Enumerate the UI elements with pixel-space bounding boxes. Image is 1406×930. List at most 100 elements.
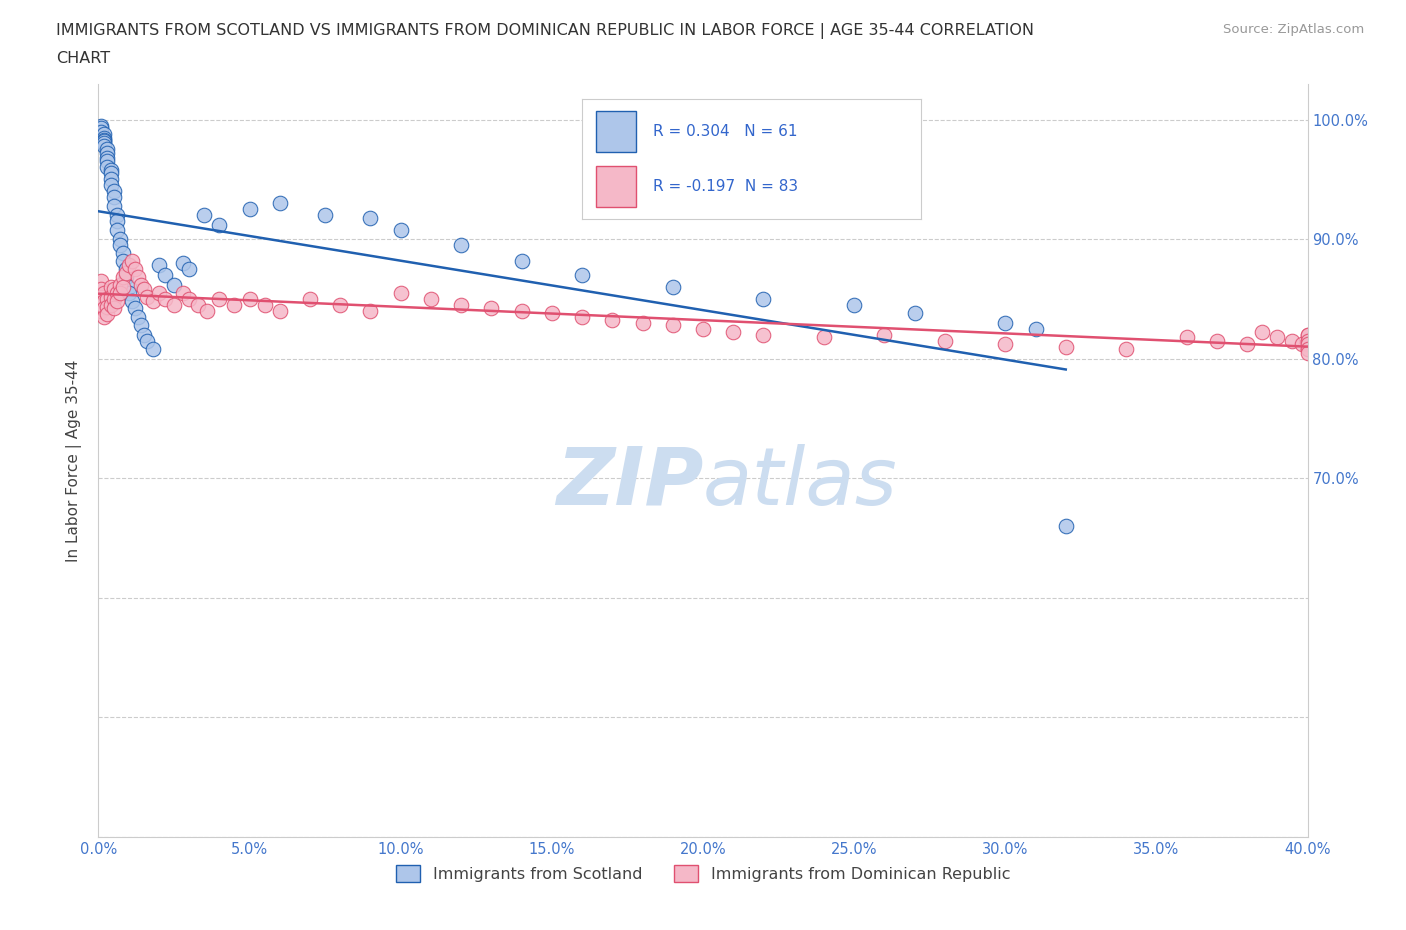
Point	[105, 207, 128, 222]
Point	[96, 291, 118, 306]
Point	[314, 207, 336, 222]
Point	[813, 330, 835, 345]
Point	[142, 341, 165, 356]
Point	[93, 139, 115, 153]
Point	[994, 337, 1017, 352]
Text: Source: ZipAtlas.com: Source: ZipAtlas.com	[1223, 23, 1364, 36]
Point	[96, 154, 118, 169]
Point	[269, 303, 291, 318]
Point	[108, 277, 131, 292]
Point	[844, 298, 866, 312]
Point	[994, 315, 1017, 330]
Point	[1281, 333, 1303, 348]
Point	[100, 289, 122, 304]
Point	[253, 298, 276, 312]
Point	[114, 270, 136, 285]
Point	[540, 306, 562, 321]
Point	[1296, 337, 1319, 352]
Point	[124, 301, 146, 316]
Point	[90, 124, 112, 139]
Point	[96, 151, 118, 166]
Point	[934, 333, 956, 348]
Point	[299, 291, 322, 306]
Point	[105, 286, 128, 300]
Point	[163, 277, 186, 292]
Point	[90, 289, 112, 304]
Point	[360, 303, 382, 318]
Point	[510, 303, 533, 318]
Point	[602, 313, 624, 328]
Point	[510, 253, 533, 268]
Point	[1296, 333, 1319, 348]
Point	[904, 306, 927, 321]
Point	[108, 232, 131, 246]
Point	[127, 270, 149, 285]
Point	[129, 318, 152, 333]
Point	[90, 121, 112, 136]
Point	[187, 298, 209, 312]
Point	[118, 280, 141, 295]
Point	[93, 126, 115, 141]
Point	[90, 282, 112, 297]
Point	[172, 286, 194, 300]
Point	[571, 310, 593, 325]
Point	[96, 142, 118, 157]
Point	[631, 315, 654, 330]
Point	[103, 190, 125, 205]
Point	[153, 268, 176, 283]
Point	[208, 291, 231, 306]
Point	[93, 294, 115, 309]
Point	[105, 222, 128, 237]
Point	[389, 286, 412, 300]
Point	[1115, 341, 1137, 356]
Point	[132, 327, 155, 342]
Point	[100, 166, 122, 180]
Point	[1296, 327, 1319, 342]
Point	[329, 298, 352, 312]
Point	[105, 214, 128, 229]
Point	[93, 134, 115, 149]
Point	[481, 301, 503, 316]
Point	[1291, 337, 1313, 352]
Point	[96, 146, 118, 161]
Point	[93, 301, 115, 316]
Point	[93, 286, 115, 300]
Point	[148, 286, 170, 300]
Point	[389, 222, 412, 237]
Point	[172, 256, 194, 271]
Point	[269, 196, 291, 211]
Point	[103, 282, 125, 297]
Point	[224, 298, 246, 312]
Text: ZIP: ZIP	[555, 444, 703, 522]
Point	[90, 273, 112, 288]
Point	[1251, 325, 1274, 339]
Point	[129, 277, 152, 292]
Point	[723, 325, 745, 339]
Point	[1267, 330, 1289, 345]
Point	[1024, 322, 1046, 337]
Point	[93, 310, 115, 325]
Point	[1296, 327, 1319, 342]
Point	[93, 132, 115, 147]
Point	[661, 280, 683, 295]
Point	[90, 303, 112, 318]
Point	[360, 210, 382, 225]
Point	[1296, 337, 1319, 352]
Point	[1236, 337, 1258, 352]
Point	[103, 301, 125, 316]
Point	[108, 286, 131, 300]
Point	[118, 258, 141, 272]
Point	[100, 163, 122, 178]
Point	[148, 258, 170, 272]
Point	[193, 207, 215, 222]
Point	[114, 261, 136, 276]
Point	[450, 238, 472, 253]
Point	[100, 280, 122, 295]
Point	[239, 291, 262, 306]
Point	[195, 303, 218, 318]
Point	[121, 253, 143, 268]
Point	[121, 294, 143, 309]
Point	[108, 238, 131, 253]
Point	[873, 327, 896, 342]
Point	[1296, 341, 1319, 356]
